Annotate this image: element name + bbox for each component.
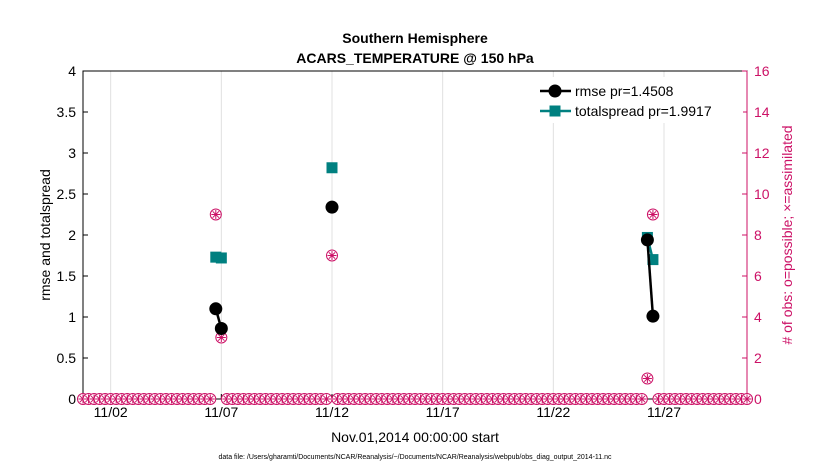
footnote: data file: /Users/gharamti/Documents/NCA… [218,454,612,461]
y-axis-label-right: # of obs: o=possible; ×=assimilated [779,125,795,344]
rmse-point [646,309,660,323]
obs-marker [641,372,654,385]
y-right-tick-label: 8 [754,227,762,243]
y-right-tick-label: 12 [754,145,770,161]
y-axis-label: rmse and totalspread [37,169,53,301]
x-axis-label: Nov.01,2014 00:00:00 start [331,429,499,445]
y-tick-label: 2 [68,227,76,243]
obs-marker [320,393,333,405]
y-right-tick-label: 16 [754,63,770,79]
spread-point [647,254,659,266]
obs-assimilated-cross [321,394,331,404]
obs-assimilated-cross [637,394,647,404]
spread-point [210,251,222,263]
obs-marker [326,249,338,262]
y-right-tick-label: 6 [754,268,762,284]
legend-spread-marker [549,105,561,117]
obs-assimilated-cross [211,210,221,219]
obs-marker [635,393,648,405]
y-tick-label: 3.5 [57,104,77,120]
data-series [209,162,660,335]
y-tick-label: 1 [68,309,76,325]
y-right-tick-label: 2 [754,350,762,366]
y-right-tick-label: 4 [754,309,762,325]
spread-point [215,252,227,264]
x-tick-label: 11/22 [536,404,570,420]
rmse-line [646,239,655,317]
rmse-point [640,233,654,247]
x-tick-label: 11/17 [426,404,460,420]
x-tick-label: 11/12 [315,404,349,420]
rmse-point [209,302,223,316]
legend-rmse-marker [548,84,562,98]
y-right-tick-label: 10 [754,186,770,202]
y-right-tick-label: 0 [754,391,762,407]
obs-marker [204,393,217,405]
chart-title-line1: Southern Hemisphere [342,30,488,46]
obs-marker [646,208,659,221]
spread-point [326,162,338,174]
y-tick-label: 3 [68,145,76,161]
rmse-point [214,321,228,335]
obs-assimilated-cross [742,394,752,404]
obs-assimilated-cross [642,374,652,383]
y-tick-label: 0 [68,391,76,407]
x-tick-label: 11/07 [204,404,238,420]
y-axis-left: 0 0.5 1 1.5 2 2.5 3 3.5 4 [57,63,88,407]
x-tick-label: 11/27 [647,404,681,420]
legend-rmse-label: rmse pr=1.4508 [575,83,674,99]
legend-spread-label: totalspread pr=1.9917 [575,103,712,119]
legend: rmse pr=1.4508 totalspread pr=1.9917 [533,77,743,123]
rmse-point [325,200,339,214]
y-tick-label: 0.5 [57,350,77,366]
x-axis: 11/02 11/07 11/12 11/17 11/22 11/27 [94,394,681,420]
y-tick-label: 1.5 [57,268,77,284]
chart-title-line2: ACARS_TEMPERATURE @ 150 hPa [296,50,534,66]
obs-marker [741,393,753,405]
chart-title: Southern Hemisphere ACARS_TEMPERATURE @ … [296,30,534,66]
obs-marker [209,208,222,221]
legend-box [533,77,743,123]
grid [110,71,665,399]
y-tick-label: 2.5 [57,186,77,202]
obs-assimilated-cross [205,394,215,404]
obs-count-markers [77,208,753,405]
obs-assimilated-cross [216,333,226,342]
obs-assimilated-cross [327,251,337,260]
y-axis-right: 0 2 4 6 8 10 12 14 16 [742,63,770,407]
y-tick-label: 4 [68,63,76,79]
obs-assimilated-cross [648,210,658,219]
x-tick-label: 11/02 [94,404,128,420]
y-right-tick-label: 14 [754,104,770,120]
